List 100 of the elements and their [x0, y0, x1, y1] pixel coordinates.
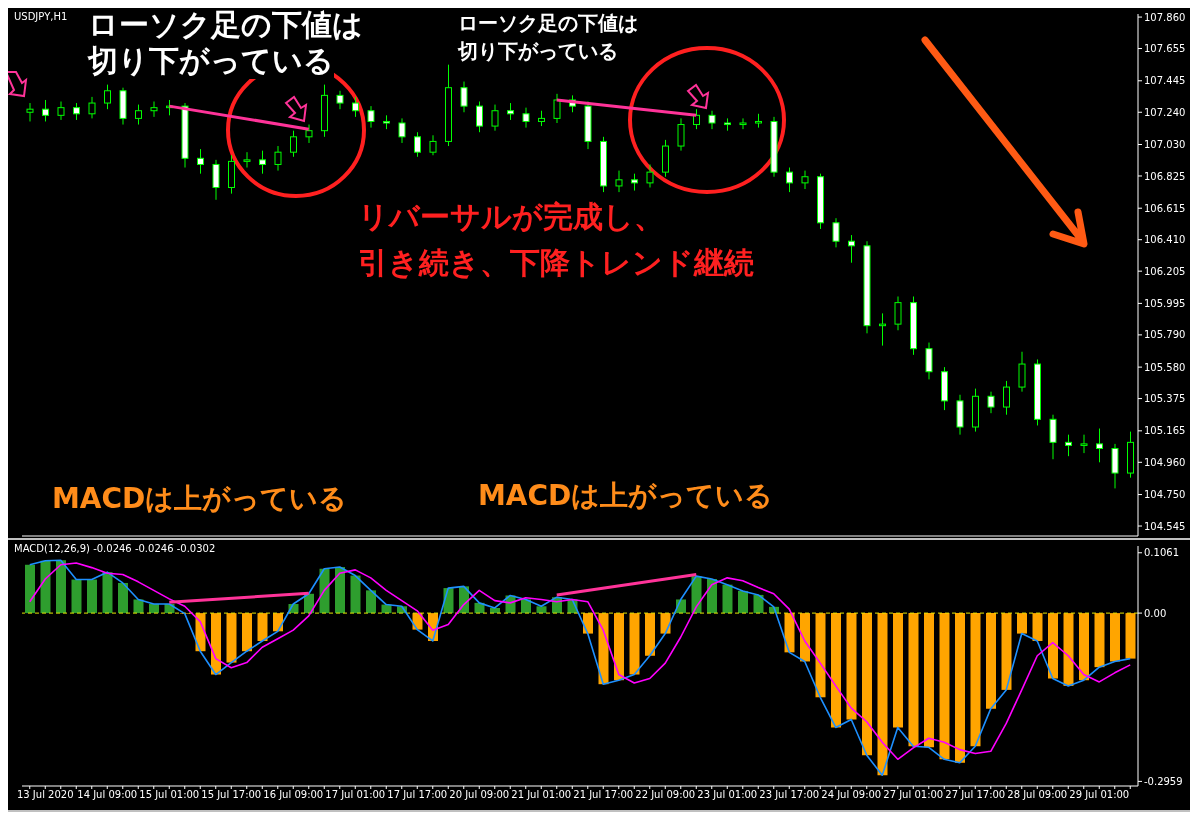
- candlestick: [1018, 351, 1026, 393]
- candlestick: [243, 151, 251, 169]
- bar: [939, 613, 950, 760]
- candlestick: [476, 101, 483, 133]
- candlestick: [522, 107, 530, 129]
- candlestick: [848, 234, 855, 264]
- y-tick-label: 107.655: [1144, 43, 1186, 55]
- bar: [614, 613, 624, 681]
- annotation: MACDは上がっている: [478, 479, 774, 513]
- candlestick: [925, 342, 933, 380]
- bar: [25, 564, 35, 614]
- y-tick-label: 106.615: [1144, 202, 1186, 214]
- bar: [800, 613, 810, 662]
- candlestick: [801, 170, 809, 190]
- bar: [118, 582, 128, 614]
- candlestick: [135, 104, 142, 126]
- bar: [753, 594, 764, 614]
- candlestick: [259, 150, 266, 175]
- candlestick: [1096, 428, 1103, 463]
- bar: [815, 613, 826, 698]
- candlestick: [832, 217, 840, 248]
- x-tick-label: 17 Jul 17:00: [387, 789, 448, 801]
- bar: [71, 579, 82, 614]
- annotation: 切り下がっている: [88, 43, 334, 79]
- candlestick: [646, 163, 654, 188]
- candlestick: [26, 102, 34, 122]
- candlestick: [336, 90, 344, 110]
- bar: [986, 613, 996, 709]
- candlestick: [1080, 434, 1088, 454]
- bar: [536, 606, 547, 614]
- bar: [1001, 613, 1012, 690]
- y-tick-label: 0.1061: [1144, 547, 1179, 559]
- y-tick-label: 104.960: [1144, 456, 1186, 468]
- bar: [335, 567, 345, 614]
- annotation: リバーサルが完成し、: [358, 199, 664, 235]
- x-tick-label: 13 Jul 2020: [16, 789, 74, 801]
- candlestick: [88, 96, 96, 119]
- y-tick-label: 104.545: [1144, 520, 1186, 532]
- bar: [924, 613, 934, 748]
- x-tick-label: 22 Jul 09:00: [635, 789, 696, 801]
- bar: [1032, 613, 1043, 641]
- candlestick: [739, 117, 747, 130]
- y-tick-label: 104.750: [1144, 489, 1186, 501]
- bar: [1048, 613, 1058, 679]
- bar: [645, 613, 655, 656]
- x-tick-label: 15 Jul 01:00: [139, 789, 200, 801]
- y-tick-label: 107.240: [1144, 106, 1186, 118]
- x-tick-label: 24 Jul 09:00: [821, 789, 882, 801]
- y-tick-label: 105.995: [1144, 297, 1186, 309]
- bar: [366, 590, 376, 614]
- x-tick-label: 21 Jul 01:00: [511, 789, 572, 801]
- candlestick: [708, 110, 716, 130]
- bar: [1017, 613, 1027, 634]
- bar: [831, 613, 841, 728]
- bar: [1110, 613, 1120, 662]
- candlestick: [352, 96, 359, 118]
- candlestick: [290, 130, 297, 158]
- bar: [877, 613, 888, 776]
- bar: [846, 613, 857, 720]
- candlestick: [615, 170, 623, 193]
- candlestick: [987, 391, 995, 414]
- candlestick: [104, 84, 111, 110]
- bar: [350, 575, 361, 614]
- y-tick-label: 106.205: [1144, 265, 1186, 277]
- bar: [242, 613, 252, 652]
- bar: [56, 560, 66, 614]
- x-tick-label: 23 Jul 17:00: [759, 789, 820, 801]
- y-tick-label: 105.375: [1144, 393, 1186, 405]
- bar: [1079, 613, 1089, 681]
- candlestick: [879, 312, 886, 347]
- x-tick-label: 29 Jul 01:00: [1069, 789, 1130, 801]
- chart-title: USDJPY,H1: [14, 11, 68, 22]
- annotation: 切り下がっている: [458, 39, 618, 63]
- y-tick-label: 105.580: [1144, 361, 1186, 373]
- bar: [738, 590, 748, 614]
- bar: [102, 572, 113, 614]
- bar: [722, 584, 733, 614]
- candlestick: [398, 117, 406, 144]
- y-tick-label: 0.00: [1144, 607, 1167, 619]
- x-tick-label: 27 Jul 17:00: [945, 789, 1006, 801]
- bar: [87, 579, 97, 614]
- y-tick-label: 107.445: [1144, 75, 1186, 87]
- candlestick: [553, 93, 561, 124]
- bar: [1125, 613, 1136, 659]
- candlestick: [460, 81, 468, 113]
- y-tick-label: 105.165: [1144, 425, 1186, 437]
- bar: [226, 613, 237, 663]
- annotation: ローソク足の下値は: [88, 7, 363, 43]
- x-tick-label: 21 Jul 17:00: [573, 789, 634, 801]
- candlestick: [150, 101, 158, 118]
- candlestick: [57, 101, 65, 121]
- y-tick-label: 106.410: [1144, 234, 1186, 246]
- candlestick: [1065, 434, 1072, 457]
- x-tick-label: 23 Jul 01:00: [697, 789, 758, 801]
- candlestick: [274, 145, 282, 172]
- candlestick: [414, 131, 421, 158]
- candlestick: [1049, 414, 1057, 460]
- candlestick: [212, 159, 220, 201]
- candlestick: [367, 105, 375, 129]
- bar: [970, 613, 981, 747]
